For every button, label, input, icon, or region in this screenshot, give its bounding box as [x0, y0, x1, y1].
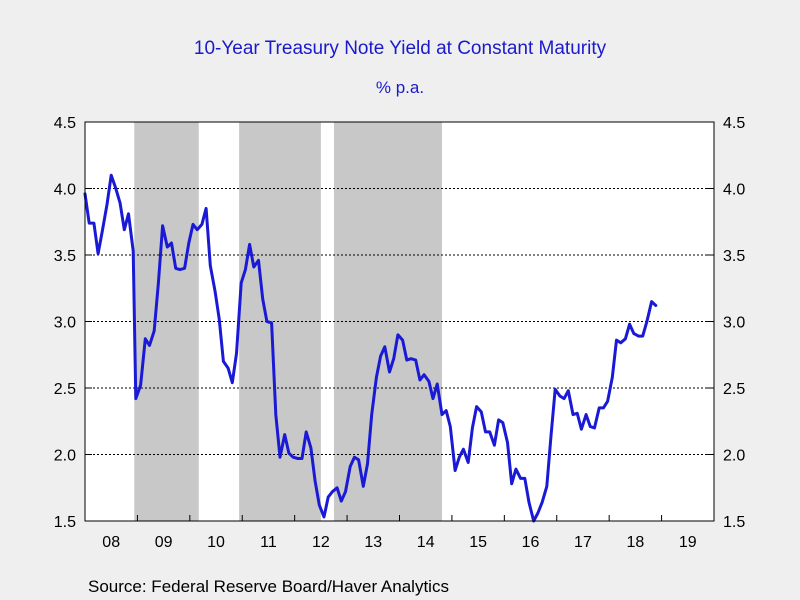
y-tick-label-left: 1.5 [54, 514, 76, 531]
y-tick-label-right: 2.5 [723, 381, 745, 398]
y-tick-label-left: 2.5 [54, 381, 76, 398]
axes: 1.5 1.5 2.0 2.0 2.5 2.5 3.0 3.0 3.5 3.5 4.0 4.0 4.5 4… [54, 115, 746, 551]
x-tick-label-11: 11 [260, 534, 277, 551]
shaded-regions [134, 122, 442, 521]
y-tick-label-right: 4.0 [723, 182, 745, 199]
x-tick-label-18: 18 [626, 534, 644, 551]
y-tick-label-right: 3.5 [723, 248, 745, 265]
y-tick-label-left: 4.0 [54, 182, 76, 199]
plot-frame [84, 121, 715, 522]
series-line-1 [83, 173, 658, 523]
x-tick-label-12: 12 [312, 534, 330, 551]
y-tick-label-left: 3.0 [54, 315, 76, 332]
x-tick-label-15: 15 [469, 534, 487, 551]
shaded-region-3 [333, 122, 442, 521]
x-tick-label-10: 10 [207, 534, 225, 551]
y-tick-label-left: 4.5 [54, 115, 76, 132]
y-tick-label-right: 2.0 [723, 448, 745, 465]
y-tick-label-right: 1.5 [723, 514, 745, 531]
shaded-region-2 [239, 122, 321, 521]
x-tick-label-08: 08 [102, 534, 120, 551]
y-tick-label-right: 3.0 [723, 315, 745, 332]
x-tick-label-09: 09 [155, 534, 173, 551]
chart-title: 10-Year Treasury Note Yield at Constant … [193, 38, 607, 59]
series-layer [83, 173, 658, 523]
x-tick-label-17: 17 [574, 534, 592, 551]
x-tick-label-19: 19 [679, 534, 697, 551]
y-tick-label-left: 3.5 [54, 248, 76, 265]
y-tick-label-right: 4.5 [723, 115, 745, 132]
x-tick-label-14: 14 [417, 534, 435, 551]
chart-subtitle: % p.a. [375, 78, 425, 97]
y-tick-label-left: 2.0 [54, 448, 76, 465]
x-tick-label-16: 16 [522, 534, 540, 551]
source-note: Source: Federal Reserve Board/Haver Anal… [88, 577, 449, 596]
x-tick-label-13: 13 [364, 534, 382, 551]
